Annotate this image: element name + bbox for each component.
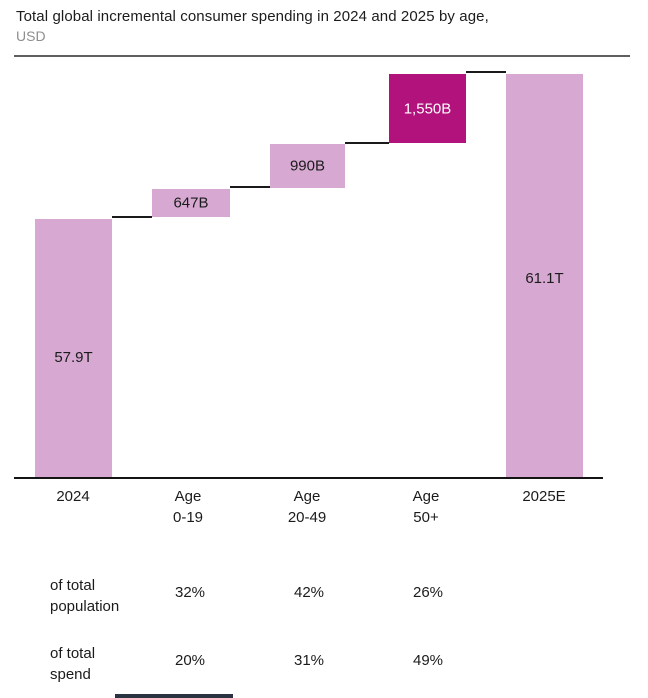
stat-value-spend-20-49: 31% [293, 652, 325, 669]
stat-value-population-0-19: 32% [174, 584, 206, 601]
bar-value-label: 57.9T [54, 349, 93, 366]
connector-line [112, 216, 152, 218]
connector-line [466, 71, 506, 73]
bar-value-label: 990B [289, 157, 326, 175]
stat-row-label-spend: of total spend [50, 643, 180, 685]
bar-2025e: 61.1T [506, 74, 583, 478]
stat-label-line: spend [50, 666, 91, 683]
bar-age-0-19: 647B [152, 189, 230, 217]
connector-line [345, 142, 389, 144]
stat-row-label-population: of total population [50, 575, 180, 617]
connector-line [230, 186, 270, 188]
x-axis-label-2024: 2024 [13, 486, 133, 507]
top-divider [14, 55, 630, 57]
stat-label-line: population [50, 598, 120, 615]
axis-label-line: 0-19 [172, 509, 204, 526]
x-axis-label-age-20-49: Age 20-49 [247, 486, 367, 528]
bar-2024: 57.9T [35, 219, 112, 478]
bar-age-20-49: 990B [270, 144, 345, 188]
stat-label-line: of total [50, 577, 96, 594]
bottom-edge-line [115, 694, 233, 698]
axis-label-line: 50+ [413, 509, 439, 526]
stat-value-spend-0-19: 20% [174, 652, 206, 669]
stat-label-line: of total [50, 645, 96, 662]
axis-label-line: 2025E [522, 488, 566, 505]
axis-label-line: Age [293, 488, 321, 505]
x-axis-label-age-0-19: Age 0-19 [128, 486, 248, 528]
axis-label-line: 2024 [56, 488, 90, 505]
axis-label-line: 20-49 [287, 509, 327, 526]
stat-value-population-50plus: 26% [412, 584, 444, 601]
bar-value-label: 61.1T [525, 270, 564, 287]
stat-value-spend-50plus: 49% [412, 652, 444, 669]
axis-label-line: Age [174, 488, 202, 505]
bar-age-50-plus: 1,550B [389, 74, 466, 143]
stat-value-population-20-49: 42% [293, 584, 325, 601]
chart-subtitle: USD [16, 28, 46, 44]
x-axis-label-2025e: 2025E [484, 486, 604, 507]
chart-title: Total global incremental consumer spendi… [16, 8, 489, 25]
bar-value-label: 1,550B [403, 100, 452, 117]
x-axis-line [14, 477, 603, 479]
x-axis-label-age-50-plus: Age 50+ [366, 486, 486, 528]
bar-value-label: 647B [173, 194, 209, 212]
axis-label-line: Age [412, 488, 440, 505]
